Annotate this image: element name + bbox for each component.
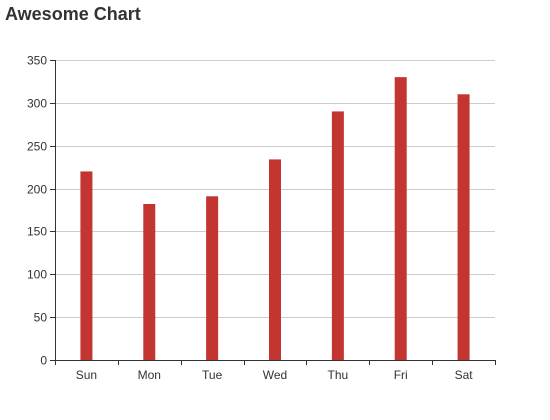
x-tick-label: Tue <box>202 368 223 382</box>
tick-labels: 0 50 100 150 200 250 300 350 Sun Mon Tue Wed Thu Fri S… <box>27 54 473 383</box>
y-tick-label: 100 <box>27 268 47 282</box>
x-tick-label: Sat <box>455 368 474 382</box>
bar-fri[interactable] <box>394 77 407 361</box>
x-tick-label: Mon <box>138 368 161 382</box>
y-tick-label: 150 <box>27 225 47 239</box>
y-tick-label: 300 <box>27 97 47 111</box>
bar-tue[interactable] <box>206 196 219 360</box>
bar-sat[interactable] <box>457 94 470 361</box>
y-tick-label: 0 <box>40 354 47 368</box>
x-tick-label: Fri <box>394 368 408 382</box>
chart-title: Awesome Chart <box>5 4 141 24</box>
x-tick-label: Wed <box>263 368 287 382</box>
bar-sun[interactable] <box>80 171 93 360</box>
x-tick-label: Sun <box>76 368 97 382</box>
y-tick-label: 50 <box>34 311 48 325</box>
axes <box>50 60 496 365</box>
y-tick-label: 250 <box>27 140 47 154</box>
bar-mon[interactable] <box>143 204 156 360</box>
y-tick-label: 200 <box>27 183 47 197</box>
bar-thu[interactable] <box>331 111 344 360</box>
x-tick-label: Thu <box>328 368 349 382</box>
bars <box>80 77 470 361</box>
y-tick-label: 350 <box>27 54 47 68</box>
bar-wed[interactable] <box>269 159 281 360</box>
